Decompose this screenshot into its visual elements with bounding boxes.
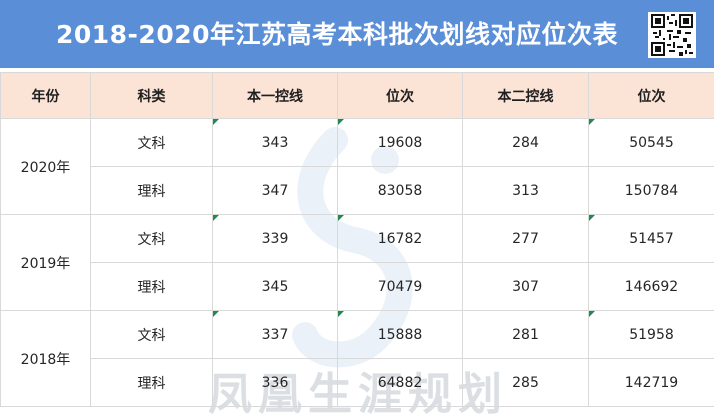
category-cell: 文科 <box>90 214 213 263</box>
category-cell: 文科 <box>90 310 213 359</box>
header-category: 科类 <box>90 72 213 119</box>
tier2-rank-cell: 146692 <box>588 262 714 311</box>
tier2-rank-cell: 150784 <box>588 166 714 215</box>
tier2-rank-cell: 50545 <box>588 118 714 167</box>
tier2-line-cell: 277 <box>462 214 589 263</box>
category-cell: 理科 <box>90 166 213 215</box>
table-row: 理科 345 70479 307 146692 <box>1 262 714 311</box>
page-title: 2018-2020年江苏高考本科批次划线对应位次表 <box>55 20 619 49</box>
tier1-rank-cell: 16782 <box>337 214 463 263</box>
year-cell: 2019年 <box>0 214 91 311</box>
tier2-rank-cell: 51958 <box>588 310 714 359</box>
table-row: 2020年 文科 343 19608 284 50545 <box>0 118 714 215</box>
tier2-line-cell: 281 <box>462 310 589 359</box>
tier2-line-cell: 285 <box>462 358 589 407</box>
table-row: 理科 347 83058 313 150784 <box>1 166 714 215</box>
tier1-rank-cell: 83058 <box>337 166 463 215</box>
tier1-line-cell: 337 <box>212 310 338 359</box>
header-tier1-line: 本一控线 <box>212 72 338 119</box>
header-tier1-rank: 位次 <box>337 72 463 119</box>
header-year: 年份 <box>0 72 91 119</box>
tier1-line-cell: 347 <box>212 166 338 215</box>
tier1-line-cell: 339 <box>212 214 338 263</box>
table-row: 理科 336 64882 285 142719 <box>1 358 714 407</box>
tier2-rank-cell: 51457 <box>588 214 714 263</box>
tier1-line-cell: 345 <box>212 262 338 311</box>
tier1-rank-cell: 64882 <box>337 358 463 407</box>
tier1-rank-cell: 70479 <box>337 262 463 311</box>
tier2-line-cell: 284 <box>462 118 589 167</box>
header-tier2-line: 本二控线 <box>462 72 589 119</box>
tier2-rank-cell: 142719 <box>588 358 714 407</box>
header-row: 年份 科类 本一控线 位次 本二控线 位次 <box>0 72 714 119</box>
tier2-line-cell: 313 <box>462 166 589 215</box>
category-cell: 理科 <box>90 262 213 311</box>
tier1-rank-cell: 19608 <box>337 118 463 167</box>
tier1-line-cell: 343 <box>212 118 338 167</box>
tier2-line-cell: 307 <box>462 262 589 311</box>
year-cell: 2020年 <box>0 118 91 215</box>
tier1-line-cell: 336 <box>212 358 338 407</box>
title-bar <box>0 0 714 70</box>
year-cell: 2018年 <box>0 310 91 407</box>
admission-table: 年份 科类 本一控线 位次 本二控线 位次 2020年 文科 343 19608… <box>0 72 714 407</box>
tier1-rank-cell: 15888 <box>337 310 463 359</box>
table-row: 2019年 文科 339 16782 277 51457 <box>0 214 714 311</box>
table-row: 2018年 文科 337 15888 281 51958 <box>0 310 714 407</box>
category-cell: 理科 <box>90 358 213 407</box>
category-cell: 文科 <box>90 118 213 167</box>
qr-code-icon <box>648 12 696 58</box>
header-tier2-rank: 位次 <box>588 72 714 119</box>
